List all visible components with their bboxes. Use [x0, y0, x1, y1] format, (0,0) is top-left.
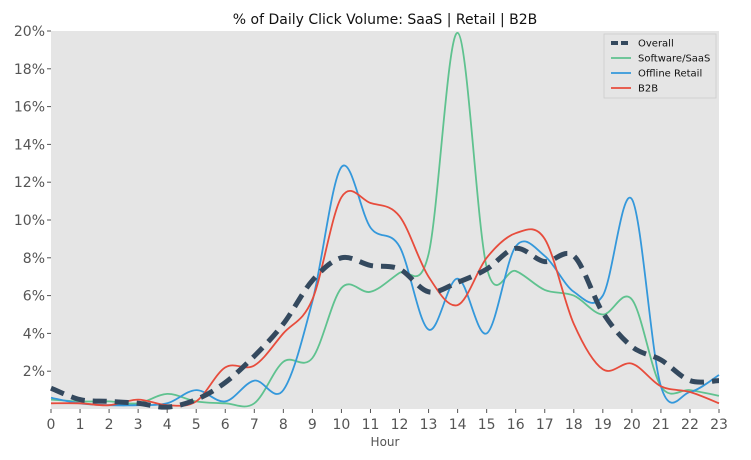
- y-tick-label: 20%: [14, 24, 45, 40]
- x-tick-label: 22: [681, 417, 699, 433]
- x-tick-label: 8: [279, 417, 288, 433]
- x-tick-label: 16: [507, 417, 525, 433]
- x-tick-label: 2: [105, 417, 114, 433]
- x-tick-label: 6: [221, 417, 230, 433]
- y-tick-label: 16%: [14, 100, 45, 116]
- x-tick-label: 5: [192, 417, 201, 433]
- x-tick-label: 21: [652, 417, 670, 433]
- series-lines: [50, 31, 720, 410]
- x-tick-label: 10: [333, 417, 351, 433]
- x-tick-label: 1: [76, 417, 85, 433]
- x-tick-label: 13: [420, 417, 438, 433]
- y-tick-label: 12%: [14, 175, 45, 191]
- chart-title: % of Daily Click Volume: SaaS | Retail |…: [233, 12, 537, 28]
- x-axis-ticks: 0 1 2 3 4 5 6 7 8 9 10 11 12 13 14 15 16 17 18 19 20 21 22 23: [47, 409, 728, 433]
- legend-label: Offline Retail: [638, 69, 702, 80]
- y-axis-ticks: 2% 4% 6% 8% 10% 12% 14% 16% 18% 20%: [14, 24, 51, 380]
- y-tick-label: 2%: [23, 364, 45, 380]
- series-line-overall: [50, 245, 720, 410]
- y-tick-label: 8%: [23, 251, 45, 267]
- x-tick-label: 17: [536, 417, 554, 433]
- series-line-offline-retail: [50, 164, 720, 407]
- x-tick-label: 3: [134, 417, 143, 433]
- x-tick-label: 14: [449, 417, 467, 433]
- x-tick-label: 23: [710, 417, 728, 433]
- x-tick-label: 4: [163, 417, 172, 433]
- legend-label: B2B: [638, 84, 658, 95]
- x-tick-label: 0: [47, 417, 56, 433]
- x-tick-label: 7: [250, 417, 259, 433]
- x-tick-label: 18: [565, 417, 583, 433]
- y-tick-label: 4%: [23, 326, 45, 342]
- x-tick-label: 11: [362, 417, 380, 433]
- legend-label: Overall: [638, 39, 674, 50]
- x-axis-label: Hour: [371, 435, 400, 449]
- y-tick-label: 10%: [14, 213, 45, 229]
- y-tick-label: 6%: [23, 289, 45, 305]
- y-tick-label: 14%: [14, 137, 45, 153]
- x-tick-label: 9: [308, 417, 317, 433]
- x-tick-label: 19: [594, 417, 612, 433]
- y-tick-label: 18%: [14, 62, 45, 78]
- legend: Overall Software/SaaS Offline Retail B2B: [603, 33, 717, 99]
- x-tick-label: 20: [623, 417, 641, 433]
- x-tick-label: 12: [391, 417, 409, 433]
- legend-label: Software/SaaS: [638, 54, 710, 65]
- series-line-software-saas: [50, 31, 720, 408]
- x-tick-label: 15: [478, 417, 496, 433]
